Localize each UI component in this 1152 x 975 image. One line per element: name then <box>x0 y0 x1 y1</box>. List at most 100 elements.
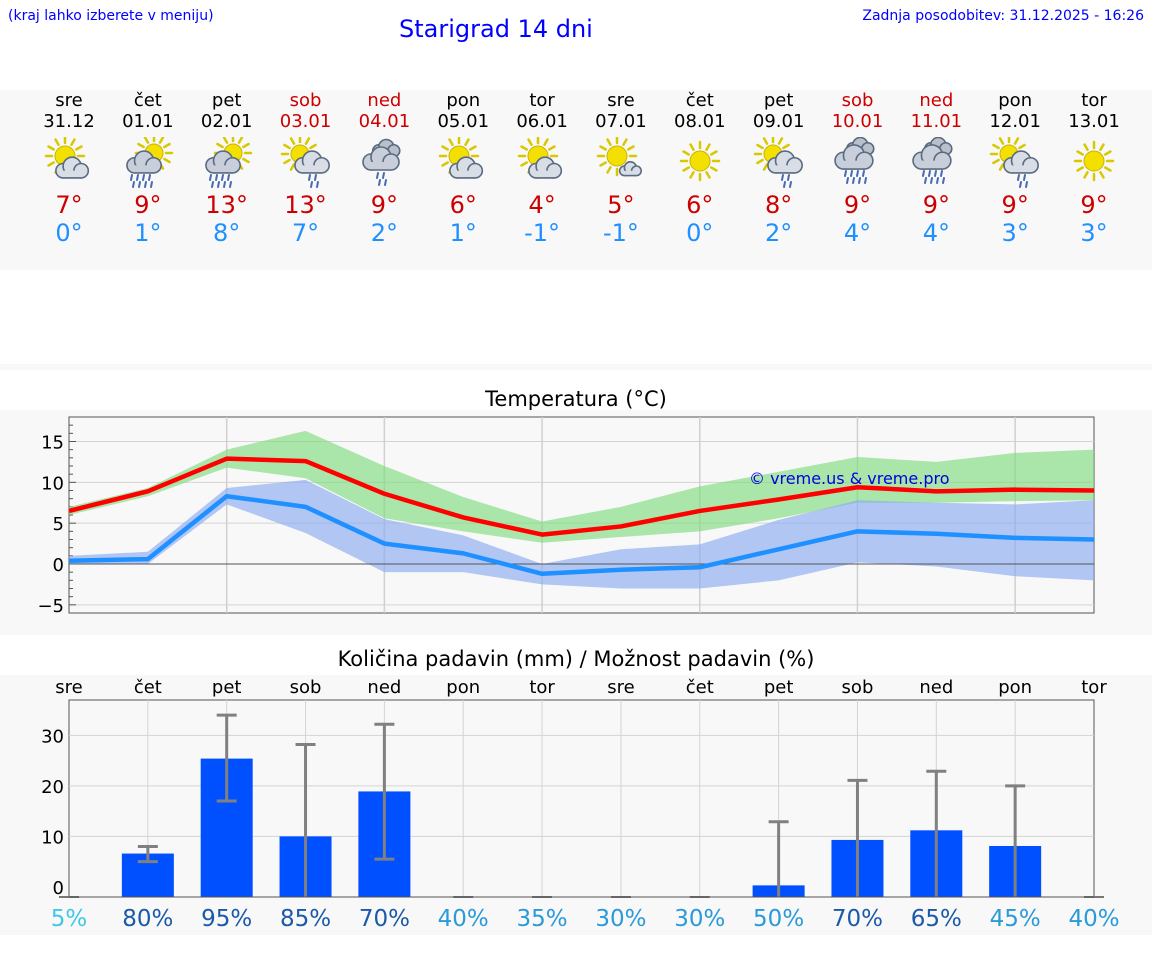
min-temperature: 0° <box>55 219 83 247</box>
x-category-label: sob <box>290 677 322 698</box>
day-name: pet <box>763 90 794 111</box>
sun-cloud-rain-icon <box>204 137 252 188</box>
max-temperature: 13° <box>284 191 327 219</box>
max-temperature-line <box>68 456 1095 537</box>
separator-band <box>0 364 1152 370</box>
precip-probability-label: 70% <box>359 906 410 932</box>
day-name: sre <box>607 90 635 111</box>
min-temperature: 1° <box>134 219 162 247</box>
day-column: pon 05.01 6° 1° <box>423 90 503 248</box>
precip-probability-label: 80% <box>122 906 173 932</box>
precip-probability-label: 50% <box>753 906 804 932</box>
day-name: pet <box>211 90 242 111</box>
max-temperature: 6° <box>686 191 714 219</box>
day-column: ned 11.01 9° 4° <box>896 90 976 248</box>
day-name: pon <box>998 90 1033 111</box>
cloud-light-rain-icon <box>362 138 401 186</box>
x-category-label: tor <box>1081 677 1107 698</box>
min-temperature: 7° <box>291 219 320 247</box>
precip-probability-label: 70% <box>832 906 883 932</box>
sun-cloud-light-rain-icon <box>753 137 803 188</box>
max-temperature-range-band <box>69 430 1094 543</box>
sun-cloud-light-rain-icon <box>989 137 1040 188</box>
min-temperature: 4° <box>922 219 950 247</box>
x-category-label: čet <box>134 677 162 698</box>
precip-probability-label: 45% <box>990 906 1041 932</box>
y-tick-label: 20 <box>41 777 64 798</box>
min-temperature: 3° <box>1001 219 1029 247</box>
x-category-label: ned <box>919 677 953 698</box>
temperature-chart: −5 0 5 10 15 © vreme.us & vreme.pro <box>37 416 1095 617</box>
min-temperature-range-band <box>69 479 1094 589</box>
day-date: 01.01 <box>122 111 174 132</box>
max-temperature: 7° <box>55 191 83 219</box>
y-tick-label: 15 <box>41 433 64 454</box>
y-tick-label: 10 <box>41 473 64 494</box>
precip-probability-label: 85% <box>280 906 331 932</box>
day-column: tor 13.01 9° 3° <box>1054 90 1134 248</box>
x-category-label: sre <box>607 677 634 698</box>
max-temperature: 8° <box>765 191 793 219</box>
region-hint: (kraj lahko izberete v meniju) <box>8 8 214 24</box>
y-tick-label: 30 <box>41 726 64 747</box>
precipitation-chart-title: Količina padavin (mm) / Možnost padavin … <box>337 647 815 671</box>
day-date: 02.01 <box>200 111 253 132</box>
last-update: Zadnja posodobitev: 31.12.2025 - 16:26 <box>862 8 1144 24</box>
y-tick-label: 10 <box>41 827 64 848</box>
max-temperature: 9° <box>134 191 162 219</box>
min-temperature: 8° <box>213 219 241 247</box>
sun-cloud-rain-icon <box>125 137 174 188</box>
day-date: 10.01 <box>831 111 884 132</box>
day-date: 11.01 <box>910 111 963 132</box>
precip-probability-label: 30% <box>674 906 725 932</box>
max-temperature: 9° <box>1080 191 1108 219</box>
max-temperature: 6° <box>449 191 477 219</box>
sun-small-cloud-icon <box>596 137 642 177</box>
day-name: tor <box>529 90 555 111</box>
precip-probability-label: 5% <box>51 906 88 932</box>
min-temperature: 1° <box>449 219 477 247</box>
cloud-rain-icon <box>912 137 953 184</box>
sun-cloud-icon <box>517 137 563 179</box>
max-temperature: 4° <box>528 191 556 219</box>
sun-icon <box>679 140 721 182</box>
day-name: sre <box>55 90 83 111</box>
day-column: sob 03.01 13° 7° <box>266 90 346 248</box>
x-category-label: pon <box>446 677 480 698</box>
x-category-label: tor <box>529 677 555 698</box>
day-column: pet 02.01 13° 8° <box>187 90 267 248</box>
y-tick-label: −5 <box>37 596 64 617</box>
day-column: sre 31.12 7° 0° <box>29 90 109 248</box>
day-date: 31.12 <box>43 111 95 132</box>
day-column: čet 08.01 6° 0° <box>660 90 740 248</box>
min-temperature: 2° <box>370 219 399 247</box>
day-name: čet <box>685 90 714 111</box>
max-temperature: 9° <box>922 191 950 219</box>
day-date: 06.01 <box>516 111 568 132</box>
day-date: 13.01 <box>1068 111 1120 132</box>
x-category-label: čet <box>686 677 714 698</box>
day-column: pon 12.01 9° 3° <box>975 90 1055 248</box>
day-date: 03.01 <box>279 111 332 132</box>
x-category-label: pet <box>212 677 242 698</box>
day-name: tor <box>1081 90 1107 111</box>
max-temperature: 13° <box>205 191 248 219</box>
min-temperature: -1° <box>602 219 639 247</box>
forecast-strip: sre 31.12 7° 0° čet 01.01 9° 1° pet 02.01 13° 8° sob… <box>0 90 1152 270</box>
sun-cloud-light-rain-icon <box>280 137 330 188</box>
x-category-label: pon <box>998 677 1032 698</box>
day-column: čet 01.01 9° 1° <box>108 90 188 248</box>
precip-probability-label: 40% <box>438 906 489 932</box>
precip-probability-label: 95% <box>201 906 252 932</box>
day-column: sob 10.01 9° 4° <box>818 90 898 248</box>
max-temperature: 9° <box>370 191 399 219</box>
precip-probability-label: 40% <box>1068 906 1119 932</box>
min-temperature-line <box>68 493 1095 577</box>
min-temperature: 2° <box>765 219 793 247</box>
min-temperature: 3° <box>1080 219 1108 247</box>
max-temperature: 9° <box>1001 191 1029 219</box>
day-date: 07.01 <box>595 111 647 132</box>
cloud-rain-icon <box>833 137 875 184</box>
watermark: © vreme.us & vreme.pro <box>749 469 950 488</box>
day-date: 08.01 <box>674 111 726 132</box>
